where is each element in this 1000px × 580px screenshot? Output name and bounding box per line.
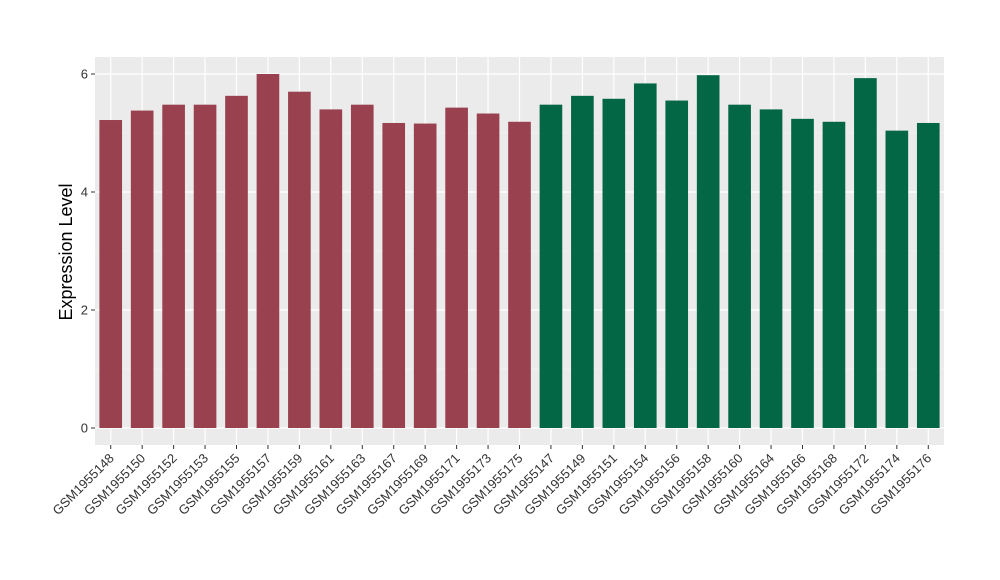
bar-GSM1955148	[99, 120, 123, 429]
bar-GSM1955149	[571, 95, 594, 428]
bar-GSM1955172	[854, 78, 877, 428]
bar-GSM1955147	[539, 104, 563, 429]
bar-GSM1955154	[633, 83, 657, 428]
bar-GSM1955158	[696, 75, 720, 429]
bar-GSM1955173	[476, 113, 500, 428]
y-axis: 0 2 4 6	[81, 67, 95, 436]
bar-GSM1955161	[319, 109, 343, 429]
bar-GSM1955156	[665, 100, 689, 429]
bar-GSM1955175	[508, 121, 531, 428]
y-tick-label: 0	[81, 421, 88, 436]
bar-GSM1955174	[885, 130, 909, 428]
bar-GSM1955151	[602, 98, 626, 428]
bar-GSM1955157	[256, 74, 280, 428]
bar-GSM1955160	[728, 104, 751, 429]
y-tick-label: 2	[81, 303, 88, 318]
y-tick-label: 6	[81, 67, 88, 82]
bar-GSM1955150	[130, 110, 154, 428]
x-axis: GSM1955148GSM1955150GSM1955152GSM1955153…	[50, 445, 934, 518]
bar-GSM1955164	[759, 109, 783, 429]
bar-GSM1955153	[193, 104, 217, 429]
bar-GSM1955159	[288, 91, 311, 428]
bar-GSM1955152	[162, 104, 185, 429]
bar-GSM1955166	[791, 118, 814, 428]
bar-GSM1955169	[413, 123, 437, 428]
bar-GSM1955155	[225, 95, 248, 428]
bar-GSM1955176	[916, 122, 940, 428]
y-tick-label: 4	[81, 185, 88, 200]
y-axis-title: Expression Level	[56, 183, 76, 320]
bars	[99, 74, 940, 429]
bar-GSM1955168	[822, 121, 846, 428]
bar-GSM1955163	[350, 104, 374, 429]
bar-GSM1955171	[445, 107, 468, 428]
bar-GSM1955167	[382, 122, 406, 428]
